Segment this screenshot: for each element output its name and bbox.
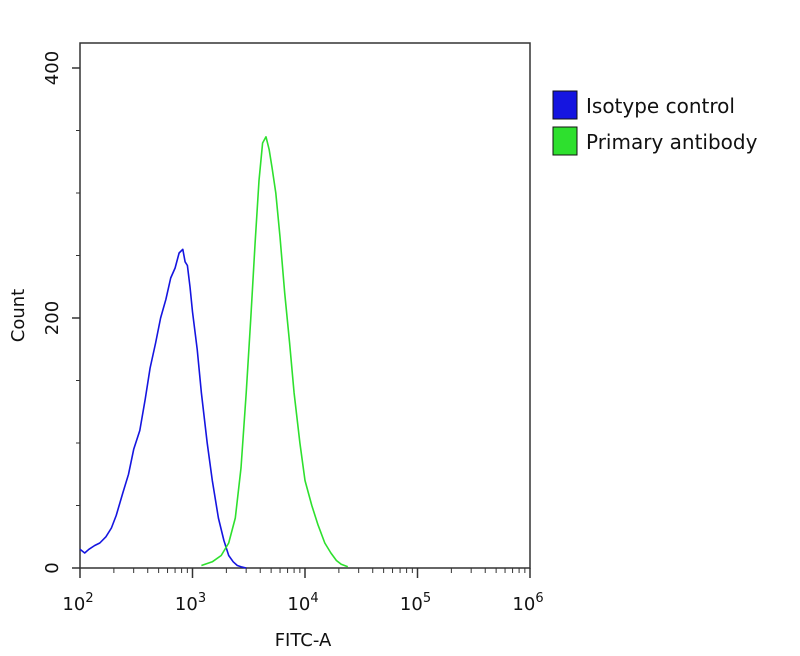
- axis-ticks: 0 200 400 102 103 104 105 106: [42, 51, 544, 615]
- x-tick-label: 104: [287, 591, 318, 615]
- legend: Isotype control Primary antibody: [552, 90, 758, 156]
- x-axis-title: FITC-A: [275, 630, 332, 651]
- legend-label: Isotype control: [586, 94, 735, 118]
- legend-label: Primary antibody: [586, 130, 758, 154]
- y-tick-label: 400: [42, 51, 63, 85]
- series-line-isotype-control: [79, 248, 247, 569]
- series-line-primary-antibody: [201, 136, 349, 568]
- x-tick-label: 106: [512, 591, 543, 615]
- legend-swatch: [552, 90, 578, 120]
- x-tick-label: 103: [175, 591, 206, 615]
- plot-frame: [79, 42, 531, 569]
- plot-area-border: [79, 42, 531, 569]
- y-axis-title: Count: [8, 289, 29, 342]
- x-tick-label: 102: [62, 591, 93, 615]
- x-tick-label: 105: [400, 591, 431, 615]
- series-lines: [79, 136, 349, 569]
- y-tick-label: 200: [42, 301, 63, 335]
- legend-swatch: [552, 126, 578, 156]
- y-tick-label: 0: [42, 562, 63, 573]
- axis-labels: FITC-A Count: [8, 289, 332, 651]
